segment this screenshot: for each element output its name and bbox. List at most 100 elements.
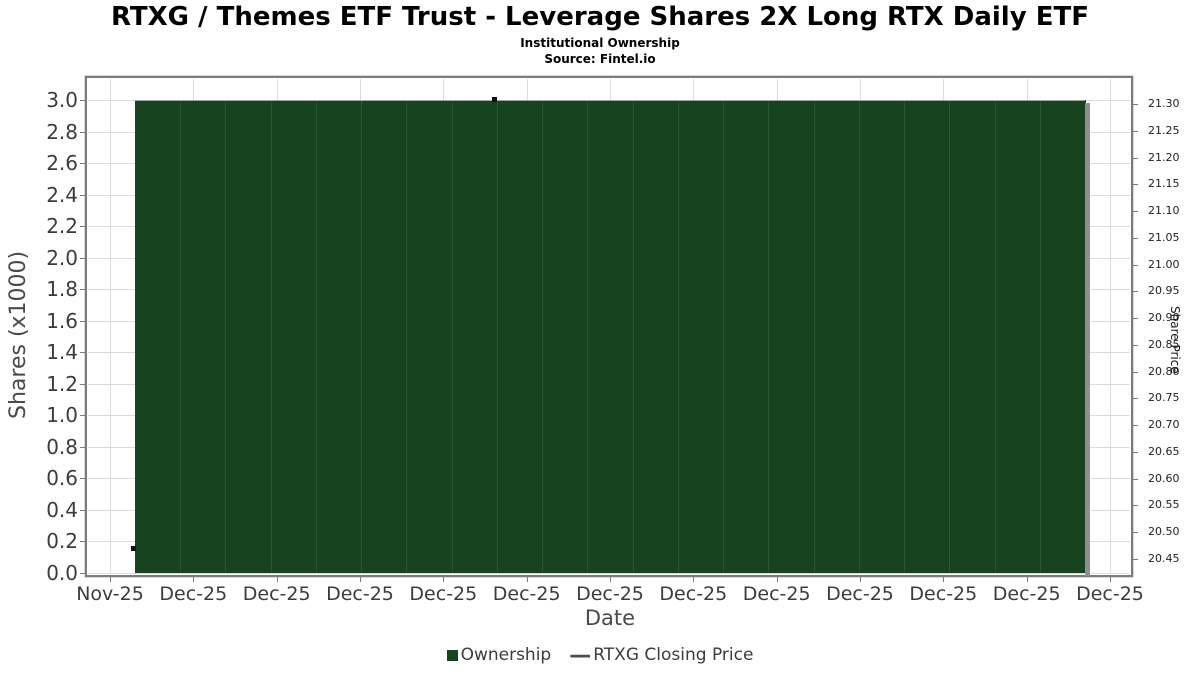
left-axis-tick	[80, 226, 85, 228]
ownership-bar	[813, 100, 860, 573]
x-axis-tick-label: Dec-25	[242, 583, 311, 605]
legend: Ownership — RTXG Closing Price	[0, 642, 1200, 668]
left-axis-tick-label: 1.8	[46, 277, 78, 302]
right-axis-tick-label: 21.10	[1148, 204, 1180, 218]
left-axis-tick-label: 2.8	[46, 119, 78, 144]
x-axis-tick-label: Dec-25	[409, 583, 478, 605]
right-axis-tick-label: 21.20	[1148, 150, 1180, 164]
left-axis-tick	[80, 257, 85, 259]
chart-subtitle: Institutional Ownership	[520, 36, 680, 50]
ownership-bar	[587, 100, 634, 573]
ownership-bar	[994, 100, 1041, 573]
right-axis-title: Share Price	[1168, 306, 1182, 374]
left-axis-tick	[80, 573, 85, 574]
right-axis-tick-label: 21.05	[1148, 230, 1180, 244]
grid-line-vertical	[1110, 79, 1111, 574]
right-axis-tick	[1133, 130, 1138, 132]
left-axis-tick	[80, 100, 85, 101]
closing-price-marker	[130, 546, 136, 552]
left-axis-tick	[80, 446, 85, 448]
left-axis-tick-label: 1.4	[46, 340, 78, 365]
left-axis-tick	[80, 383, 85, 385]
right-axis-tick-label: 20.65	[1148, 444, 1180, 458]
ownership-bar	[406, 100, 453, 573]
left-axis-tick	[80, 415, 85, 417]
legend-label: RTXG Closing Price	[593, 645, 754, 665]
legend-item: Ownership	[446, 645, 551, 665]
ownership-bar	[496, 100, 543, 573]
right-axis-tick-label: 21.15	[1148, 177, 1180, 191]
ownership-bar	[361, 100, 408, 573]
closing-price-marker	[492, 96, 498, 102]
left-axis-tick	[80, 131, 85, 133]
legend-item: — RTXG Closing Price	[559, 642, 754, 668]
x-axis-tick-label: Dec-25	[659, 583, 728, 605]
x-axis-tick-label: Dec-25	[326, 583, 394, 605]
x-axis-tick-label: Dec-25	[1076, 583, 1144, 605]
right-axis-tick-label: 21.30	[1148, 97, 1180, 110]
right-axis-tick	[1133, 451, 1138, 453]
right-axis-tick	[1133, 425, 1138, 427]
ownership-bar	[904, 100, 950, 573]
left-axis-tick-label: 2.2	[46, 214, 78, 239]
x-axis-tick-label: Dec-25	[742, 583, 811, 605]
right-axis-tick	[1133, 184, 1138, 186]
right-axis-tick-label: 21.25	[1148, 123, 1180, 137]
right-axis-tick-label: 20.70	[1148, 418, 1180, 432]
x-axis-tick	[443, 577, 445, 582]
ownership-bar	[135, 100, 181, 573]
x-axis-tick	[360, 577, 361, 582]
left-axis-title: Shares (x1000)	[6, 250, 31, 420]
ownership-bar	[180, 100, 227, 573]
x-axis-title: Date	[584, 606, 636, 630]
right-axis-tick	[1133, 211, 1138, 213]
x-axis-tick	[860, 577, 861, 582]
left-axis-tick-label: 1.2	[46, 371, 78, 396]
ownership-bar	[858, 100, 905, 573]
ownership-bar	[270, 100, 317, 573]
left-axis-tick-label: 2.4	[46, 182, 78, 207]
left-axis-tick-label: 0.6	[46, 466, 78, 491]
ownership-bar	[1039, 100, 1086, 573]
right-axis-tick	[1133, 505, 1138, 507]
right-axis-tick	[1133, 398, 1138, 400]
x-axis-tick	[526, 577, 528, 582]
grid-line-vertical	[110, 79, 111, 574]
x-axis-tick	[110, 577, 111, 582]
x-axis-tick-label: Dec-25	[826, 583, 894, 605]
left-axis-tick	[80, 352, 85, 354]
ownership-bar	[315, 100, 362, 573]
x-axis-tick	[193, 577, 195, 582]
x-axis-tick-label: Dec-25	[909, 583, 978, 605]
left-axis-tick-label: 2.6	[46, 151, 78, 176]
legend-swatch-line-icon: —	[569, 642, 592, 668]
ownership-bar	[225, 100, 272, 573]
left-axis-tick	[80, 478, 85, 480]
right-axis-tick	[1133, 559, 1138, 560]
left-axis-tick-label: 1.0	[46, 403, 78, 428]
x-axis-tick	[1110, 577, 1111, 582]
left-axis-tick-label: 3.0	[46, 88, 78, 112]
right-axis-tick	[1133, 237, 1138, 239]
right-axis-tick-label: 21.00	[1148, 257, 1180, 271]
ownership-bar	[723, 100, 769, 573]
x-axis-tick	[610, 577, 611, 582]
left-axis-tick	[80, 194, 85, 196]
grid-line-horizontal	[88, 573, 1130, 574]
ownership-bar	[768, 100, 815, 573]
left-axis-tick	[80, 320, 85, 322]
right-axis-tick-label: 20.45	[1148, 552, 1180, 565]
bar-drop-shadow	[1085, 103, 1090, 576]
right-axis-tick	[1133, 532, 1138, 534]
x-axis-tick-label: Nov-25	[76, 583, 144, 605]
left-axis-tick	[80, 289, 85, 291]
right-axis-tick-label: 20.80	[1148, 364, 1180, 378]
right-axis-tick	[1133, 291, 1138, 293]
left-axis-tick-label: 0.4	[46, 497, 78, 522]
right-axis-tick-label: 20.90	[1148, 311, 1180, 325]
right-axis-tick	[1133, 371, 1138, 373]
legend-swatch-square-icon	[446, 649, 458, 661]
ownership-bar	[451, 100, 498, 573]
right-axis-tick	[1133, 104, 1138, 105]
